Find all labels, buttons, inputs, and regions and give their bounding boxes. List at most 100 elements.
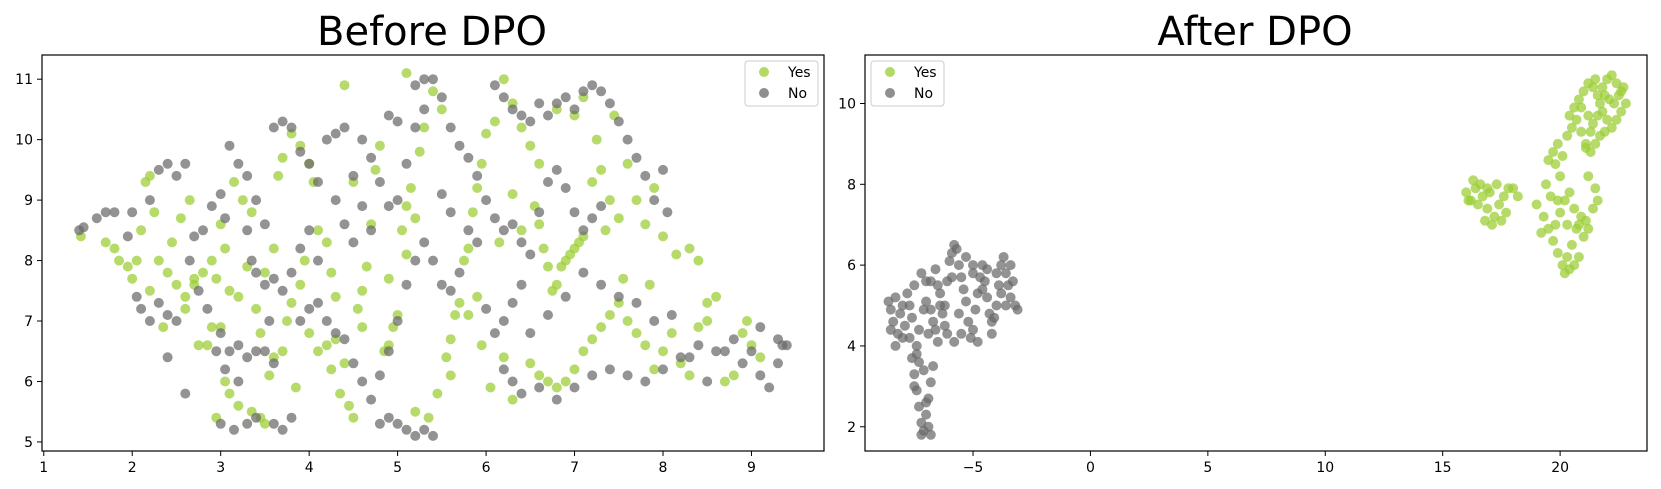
point-yes-before — [644, 279, 655, 290]
point-yes-before — [525, 358, 536, 369]
point-no-before — [304, 303, 315, 314]
point-no-before — [211, 346, 222, 357]
point-no-before — [551, 98, 562, 109]
point-no-before — [189, 231, 200, 242]
point-yes-before — [591, 134, 602, 145]
point-yes-before — [755, 352, 766, 363]
point-no-after — [963, 316, 974, 327]
point-no-before — [428, 430, 438, 441]
point-no-before — [436, 279, 447, 290]
point-no-before — [259, 279, 270, 290]
point-no-before — [419, 424, 430, 435]
point-no-before — [410, 430, 421, 441]
point-no-before — [401, 424, 412, 435]
point-no-before — [277, 116, 288, 127]
point-no-before — [286, 412, 297, 423]
point-no-after — [991, 268, 1002, 279]
point-yes-before — [299, 255, 310, 266]
point-yes-after — [1592, 90, 1603, 101]
point-yes-after — [1564, 187, 1575, 198]
point-yes-before — [149, 207, 160, 218]
point-no-after — [956, 328, 967, 339]
point-no-after — [942, 328, 953, 339]
point-yes-after — [1588, 82, 1598, 93]
point-no-before — [445, 122, 456, 133]
point-yes-before — [229, 177, 239, 187]
point-no-after — [925, 304, 936, 315]
point-no-before — [516, 279, 527, 290]
point-yes-before — [587, 334, 598, 345]
point-yes-after — [1592, 110, 1603, 121]
point-no-before — [259, 346, 270, 357]
point-no-after — [909, 280, 920, 291]
point-yes-before — [432, 388, 443, 399]
legend-marker-yes-after — [885, 67, 895, 77]
point-no-after — [921, 296, 932, 307]
point-yes-before — [485, 382, 496, 393]
point-no-after — [907, 312, 917, 323]
point-no-before — [507, 219, 518, 230]
point-no-before — [498, 364, 509, 375]
point-no-before — [339, 122, 350, 133]
point-no-after — [932, 336, 943, 347]
point-yes-before — [335, 388, 346, 399]
point-no-before — [516, 237, 527, 248]
point-yes-before — [551, 279, 562, 290]
point-yes-before — [551, 382, 562, 393]
point-no-before — [410, 255, 421, 266]
point-no-before — [516, 388, 527, 399]
point-no-before — [569, 104, 580, 115]
point-no-after — [991, 300, 1002, 311]
point-yes-before — [304, 328, 315, 339]
point-no-after — [883, 296, 894, 307]
scatter-points-after — [883, 70, 1631, 440]
point-no-before — [264, 316, 275, 326]
point-yes-before — [114, 255, 124, 266]
point-yes-after — [1555, 207, 1566, 218]
legend-label-no-after: No — [914, 86, 933, 102]
point-no-before — [242, 170, 253, 181]
point-no-before — [649, 195, 660, 206]
point-yes-after — [1573, 94, 1584, 105]
point-yes-before — [631, 328, 642, 339]
point-no-before — [658, 164, 668, 175]
point-no-before — [781, 340, 792, 351]
point-yes-after — [1564, 110, 1575, 121]
point-yes-before — [326, 267, 337, 278]
point-no-after — [930, 324, 941, 335]
point-no-after — [909, 369, 920, 380]
point-no-after — [951, 244, 962, 254]
point-yes-before — [220, 243, 231, 254]
point-yes-after — [1590, 138, 1601, 149]
point-yes-before — [344, 400, 354, 411]
point-yes-before — [277, 152, 288, 163]
point-no-before — [100, 207, 111, 218]
point-yes-before — [175, 213, 186, 224]
point-yes-after — [1512, 191, 1523, 202]
point-yes-before — [414, 146, 425, 157]
point-no-before — [131, 291, 142, 302]
point-no-after — [921, 276, 932, 287]
point-no-before — [122, 231, 133, 242]
point-yes-before — [339, 80, 350, 91]
point-yes-after — [1578, 86, 1589, 97]
point-yes-before — [534, 219, 545, 230]
point-no-before — [91, 213, 102, 224]
point-no-after — [1000, 300, 1011, 311]
point-yes-before — [719, 376, 730, 387]
point-no-after — [937, 308, 948, 319]
point-yes-after — [1548, 235, 1559, 246]
point-no-after — [897, 332, 908, 343]
point-no-before — [242, 225, 253, 236]
point-no-after — [902, 288, 913, 299]
point-no-after — [961, 252, 971, 262]
point-no-before — [153, 164, 164, 175]
point-no-before — [171, 316, 182, 326]
point-no-before — [481, 303, 492, 314]
point-yes-before — [405, 183, 416, 193]
point-no-before — [229, 424, 239, 435]
point-yes-before — [658, 231, 668, 242]
point-yes-after — [1618, 82, 1629, 93]
point-no-before — [551, 394, 562, 405]
point-no-before — [127, 207, 138, 218]
